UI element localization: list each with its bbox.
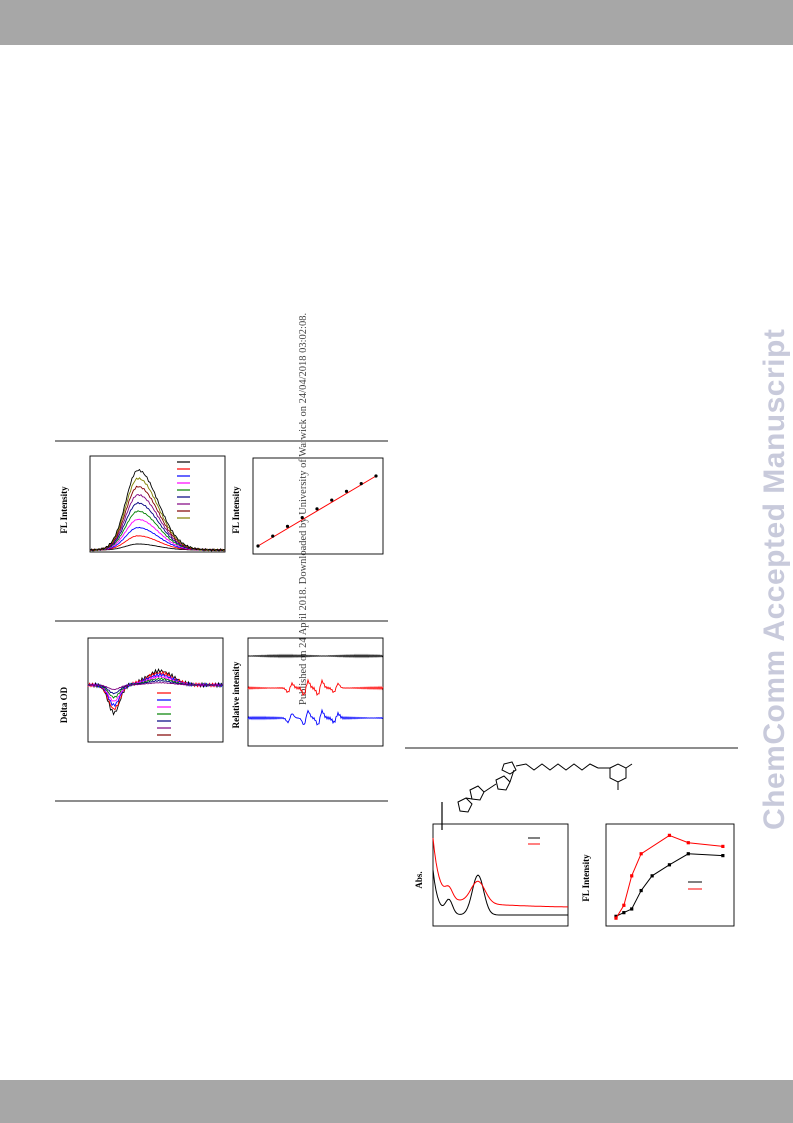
- conc-point: [721, 844, 725, 848]
- epr-frame: [247, 637, 384, 747]
- fl-spectra-chart: FL Intensity: [59, 455, 226, 553]
- figure-rule-3: [55, 800, 388, 802]
- absorption-line-black: [432, 869, 568, 916]
- transient-line: [87, 679, 224, 695]
- transient-chart: Delta OD: [59, 637, 224, 743]
- data-point: [330, 498, 334, 502]
- transient-line: [87, 682, 224, 691]
- conc-point: [614, 916, 618, 920]
- absorption-ylabel: Abs.: [414, 871, 424, 888]
- figure-rule-2: [55, 620, 388, 622]
- conc-series-line: [615, 853, 723, 917]
- conc-point: [639, 852, 643, 856]
- fl-linear-chart: FL Intensity: [231, 457, 384, 555]
- data-point: [359, 482, 363, 486]
- transient-legend: [157, 692, 171, 736]
- header-band: [0, 0, 793, 45]
- transient-line: [87, 667, 224, 716]
- epr-line: [248, 653, 384, 659]
- absorption-chart: Abs.: [414, 823, 569, 927]
- data-point: [344, 489, 349, 493]
- conc-point: [639, 888, 643, 893]
- conc-point: [686, 852, 690, 856]
- alkyl-chain: [515, 763, 599, 771]
- transient-line: [87, 675, 224, 702]
- transient-ylabel: Delta OD: [59, 686, 69, 723]
- epr-chart: Relative intensity: [231, 637, 384, 747]
- conc-point: [622, 903, 626, 907]
- absorption-line-red: [432, 837, 568, 908]
- fl-spectrum-line: [89, 493, 226, 552]
- conc-point: [686, 841, 690, 845]
- fl-linear-ylabel: FL Intensity: [231, 486, 241, 534]
- footer-band: [0, 1080, 793, 1123]
- absorption-frame: [432, 823, 569, 927]
- conc-point: [614, 914, 618, 918]
- data-point: [271, 534, 275, 538]
- data-point: [300, 515, 304, 520]
- fl-linear-frame: [252, 457, 384, 555]
- fl-spectrum-line: [89, 468, 226, 552]
- conc-point: [667, 833, 672, 837]
- thiophene-ring-2: [457, 797, 473, 813]
- conc-point: [630, 907, 634, 911]
- transient-line: [87, 670, 224, 711]
- pyridine-ring: [609, 763, 627, 783]
- epr-series: [247, 653, 384, 726]
- conc-point: [721, 854, 725, 858]
- fl-spectra-frame: [89, 455, 226, 553]
- epr-ylabel: Relative intensity: [231, 661, 241, 728]
- thiophene-ring-3: [495, 775, 511, 791]
- data-point: [374, 474, 378, 478]
- fl-spectrum-line: [89, 477, 226, 552]
- data-point: [256, 544, 260, 548]
- thiophene-ring-4: [501, 761, 517, 775]
- fl-conc-ylabel: FL Intensity: [581, 854, 591, 902]
- absorption-series: [432, 837, 568, 916]
- molecule-structure: [441, 761, 633, 830]
- data-point: [285, 524, 290, 528]
- conc-point: [667, 863, 672, 867]
- epr-line: [247, 708, 384, 726]
- fl-conc-series: [614, 833, 725, 920]
- fl-conc-chart: FL Intensity: [581, 823, 735, 927]
- linear-fit-line: [257, 475, 377, 547]
- fl-spectra-series: [89, 468, 226, 552]
- accepted-manuscript-watermark: ChemComm Accepted Manuscript: [758, 328, 791, 830]
- thiophene-ring-1: [469, 785, 485, 801]
- data-point: [315, 507, 319, 511]
- transient-series: [87, 667, 224, 716]
- conc-point: [630, 874, 634, 878]
- fl-spectra-ylabel: FL Intensity: [59, 486, 69, 534]
- fl-linear-points: [256, 474, 378, 548]
- figure-rule-1: [55, 440, 388, 442]
- conc-point: [650, 874, 654, 878]
- conc-point: [622, 911, 626, 915]
- figure-rule-4: [405, 747, 738, 749]
- epr-line: [247, 678, 384, 697]
- fl-conc-frame: [605, 823, 735, 927]
- fl-spectra-legend: [177, 461, 190, 519]
- transient-frame: [87, 637, 224, 743]
